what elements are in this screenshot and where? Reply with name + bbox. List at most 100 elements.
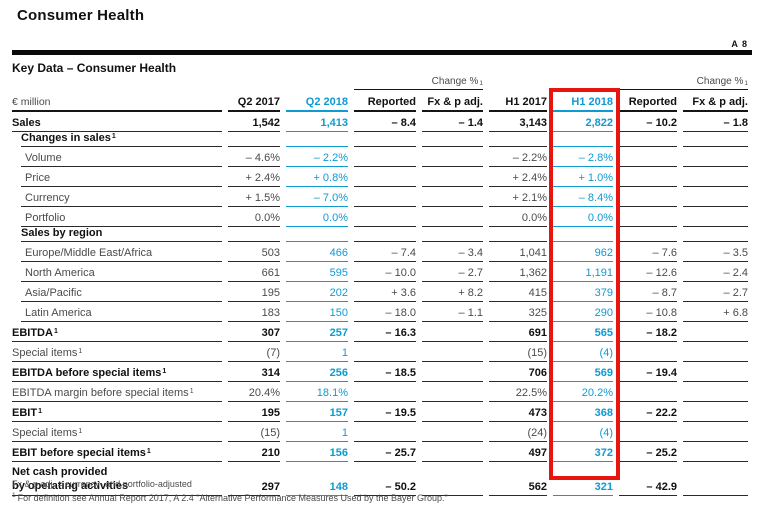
- table-row-net-cash-provided: Net cash provided by operating activities…: [12, 462, 752, 496]
- cell-h1-2017: 0.0%: [489, 207, 547, 227]
- cell-q2-2018: – 2.2%: [286, 147, 348, 167]
- cell-h1-2018: 290: [553, 302, 613, 322]
- footnote-fxp: Fx & p adj. = currency- and portfolio-ad…: [12, 479, 192, 489]
- cell-change-reported-h1: – 7.6: [619, 242, 677, 262]
- footnote-marker: 1: [162, 368, 167, 375]
- cell-h1-2018: (4): [553, 342, 613, 362]
- cell-h1-2018: [553, 227, 613, 242]
- cell-h1-2017: – 2.2%: [489, 147, 547, 167]
- row-label: EBIT before special items 1: [12, 442, 222, 462]
- footnote-definition-text: For definition see Annual Report 2017, A…: [17, 493, 448, 503]
- cell-change-reported-q2: – 8.4: [354, 112, 416, 132]
- row-label: Currency: [12, 187, 222, 207]
- cell-h1-2017: 691: [489, 322, 547, 342]
- row-label: EBITDA 1: [12, 322, 222, 342]
- row-label: Sales by region: [12, 227, 222, 242]
- cell-h1-2017: 1,362: [489, 262, 547, 282]
- cell-change-reported-h1: [619, 167, 677, 187]
- table-row-sales-by-region: Sales by region: [12, 227, 752, 242]
- table-row-ebitda-before-special-items: EBITDA before special items 1 314 256 – 18.5…: [12, 362, 752, 382]
- table-row-europe-middle-east-africa: Europe/Middle East/Africa 503 466 – 7.4 – 3.…: [12, 242, 752, 262]
- cell-change-reported-q2: – 18.5: [354, 362, 416, 382]
- cell-change-fxp-h1: [683, 462, 748, 496]
- cell-q2-2018: [286, 132, 348, 147]
- footnote-marker: 1: [146, 448, 151, 455]
- cell-h1-2018: – 8.4%: [553, 187, 613, 207]
- cell-q2-2017: [228, 132, 280, 147]
- cell-change-fxp-q2: [422, 462, 483, 496]
- table-row-ebitda: EBITDA 1 307 257 – 16.3 691 565 – 18.2: [12, 322, 752, 342]
- cell-q2-2017: – 4.6%: [228, 147, 280, 167]
- cell-change-reported-h1: [619, 147, 677, 167]
- unit-label: € million: [12, 90, 222, 112]
- cell-change-reported-q2: + 3.6: [354, 282, 416, 302]
- cell-change-reported-q2: – 25.7: [354, 442, 416, 462]
- cell-change-reported-h1: – 10.8: [619, 302, 677, 322]
- cell-h1-2017: 1,041: [489, 242, 547, 262]
- column-header-q2-2017: Q2 2017: [228, 90, 280, 112]
- cell-change-fxp-q2: – 1.4: [422, 112, 483, 132]
- row-label: Latin America: [12, 302, 222, 322]
- cell-q2-2018: 1,413: [286, 112, 348, 132]
- cell-change-reported-h1: – 42.9: [619, 462, 677, 496]
- table-row-special-items: Special items 1 (7) 1 (15) (4): [12, 342, 752, 362]
- footnote-marker: 1: [744, 80, 748, 87]
- cell-change-fxp-q2: – 2.7: [422, 262, 483, 282]
- cell-h1-2018: 569: [553, 362, 613, 382]
- cell-change-reported-h1: [619, 207, 677, 227]
- cell-q2-2017: + 2.4%: [228, 167, 280, 187]
- footnote-marker: 1: [78, 348, 83, 355]
- cell-h1-2017: 3,143: [489, 112, 547, 132]
- cell-change-reported-q2: [354, 187, 416, 207]
- cell-q2-2017: 503: [228, 242, 280, 262]
- table-row-north-america: North America 661 595 – 10.0 – 2.7 1,362 1,191…: [12, 262, 752, 282]
- cell-change-reported-q2: [354, 147, 416, 167]
- cell-change-fxp-q2: [422, 132, 483, 147]
- cell-change-reported-h1: [619, 187, 677, 207]
- cell-change-reported-q2: [354, 342, 416, 362]
- key-data-table: Change % 1 Change % 1 € million Q2 2017 Q2 …: [12, 76, 752, 496]
- cell-q2-2017: 307: [228, 322, 280, 342]
- cell-change-reported-q2: [354, 382, 416, 402]
- cell-h1-2018: 962: [553, 242, 613, 262]
- column-header-change-fxp-q2: Fx & p adj.: [422, 90, 483, 112]
- footnote-marker: 1: [111, 133, 116, 140]
- table-row-price: Price + 2.4% + 0.8% + 2.4% + 1.0%: [12, 167, 752, 187]
- cell-change-fxp-h1: – 1.8: [683, 112, 748, 132]
- cell-q2-2018: 1: [286, 422, 348, 442]
- cell-h1-2017: [489, 227, 547, 242]
- cell-change-fxp-h1: [683, 342, 748, 362]
- cell-q2-2018: 257: [286, 322, 348, 342]
- cell-change-reported-q2: – 16.3: [354, 322, 416, 342]
- cell-q2-2018: 256: [286, 362, 348, 382]
- cell-q2-2018: 0.0%: [286, 207, 348, 227]
- cell-h1-2017: 22.5%: [489, 382, 547, 402]
- cell-change-fxp-h1: [683, 147, 748, 167]
- cell-q2-2018: 202: [286, 282, 348, 302]
- footnotes: Fx & p adj. = currency- and portfolio-ad…: [12, 478, 448, 504]
- cell-q2-2018: 150: [286, 302, 348, 322]
- cell-change-reported-h1: [619, 132, 677, 147]
- cell-h1-2018: 379: [553, 282, 613, 302]
- cell-h1-2018: 20.2%: [553, 382, 613, 402]
- cell-q2-2017: 183: [228, 302, 280, 322]
- cell-q2-2018: 148: [286, 462, 348, 496]
- cell-q2-2018: 595: [286, 262, 348, 282]
- cell-h1-2017: 325: [489, 302, 547, 322]
- row-label: Changes in sales 1: [12, 132, 222, 147]
- row-label: Europe/Middle East/Africa: [12, 242, 222, 262]
- cell-h1-2017: + 2.1%: [489, 187, 547, 207]
- cell-q2-2018: 18.1%: [286, 382, 348, 402]
- cell-q2-2017: 1,542: [228, 112, 280, 132]
- table-row-portfolio: Portfolio 0.0% 0.0% 0.0% 0.0%: [12, 207, 752, 227]
- change-percent-text: Change %: [431, 76, 479, 87]
- footnote-marker: 1: [38, 408, 42, 415]
- cell-change-reported-q2: [354, 207, 416, 227]
- cell-h1-2018: 565: [553, 322, 613, 342]
- cell-change-reported-h1: – 22.2: [619, 402, 677, 422]
- table-body: Sales 1,542 1,413 – 8.4 – 1.4 3,143 2,822 – 10.…: [12, 112, 752, 496]
- cell-change-fxp-h1: [683, 132, 748, 147]
- cell-change-fxp-h1: [683, 382, 748, 402]
- cell-q2-2017: (15): [228, 422, 280, 442]
- change-percent-label-h1: Change % 1: [619, 76, 748, 90]
